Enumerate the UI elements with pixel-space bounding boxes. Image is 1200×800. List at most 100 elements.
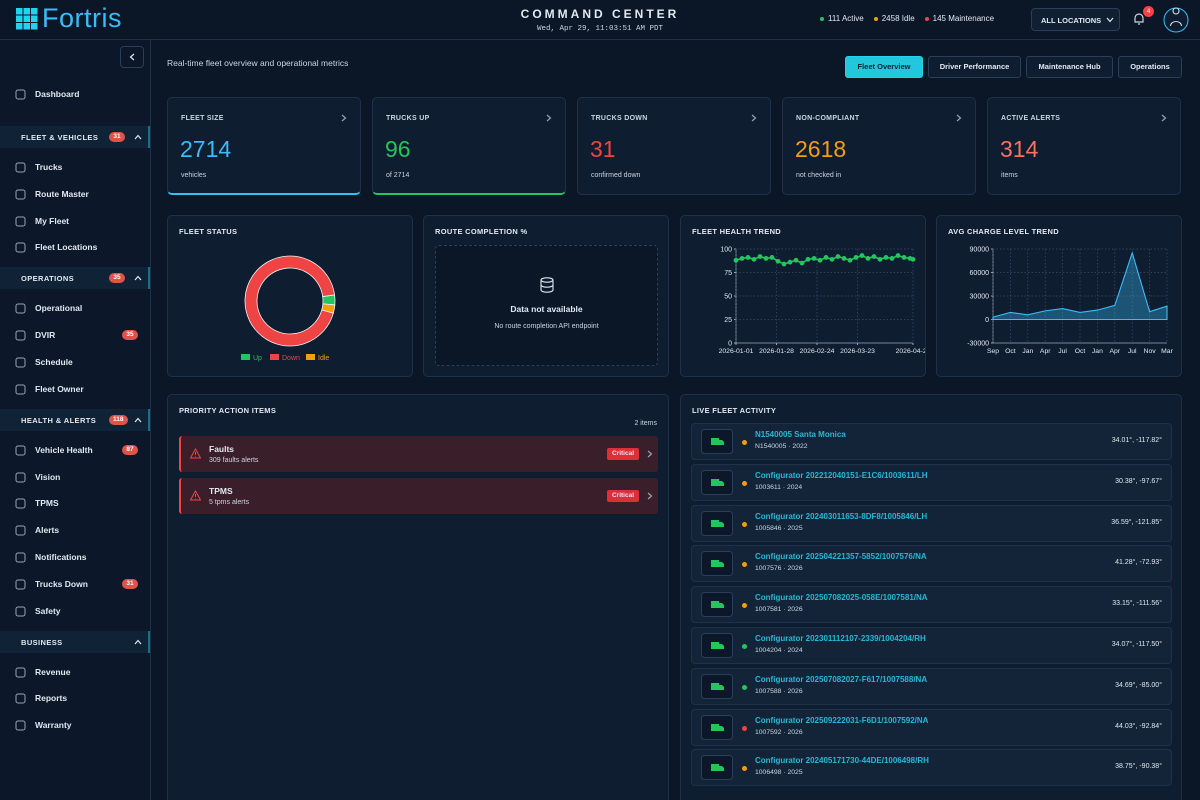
nav-item[interactable]: Trucks Down 31 <box>0 572 150 596</box>
nav-item[interactable]: Safety <box>0 599 150 623</box>
chevron-icon <box>1106 17 1114 23</box>
y-tick-label: 60000 <box>970 270 990 277</box>
kpi-card[interactable]: TRUCKS UP 96 of 2714 <box>372 97 566 195</box>
tab[interactable]: Maintenance Hub <box>1026 56 1113 78</box>
empty-state: Data not available No route completion AP… <box>435 245 658 366</box>
truck-icon <box>701 633 733 658</box>
kpi-sub: vehicles <box>181 172 207 179</box>
nav-item[interactable]: TPMS <box>0 491 150 515</box>
status-dot <box>820 16 824 21</box>
vehicle-sub: 1007592 · 2026 <box>755 728 803 736</box>
activity-row[interactable]: Configurator 202403011653-8DF8/1005846/L… <box>691 504 1172 542</box>
nav-item[interactable]: Revenue <box>0 660 150 684</box>
nav-item[interactable]: Fleet Owner <box>0 377 150 401</box>
kpi-card[interactable]: FLEET SIZE 2714 vehicles <box>167 97 361 195</box>
activity-row[interactable]: Configurator 202507082027-F617/1007588/N… <box>691 667 1172 705</box>
nav-icon-shape <box>15 693 26 704</box>
nav-item[interactable]: Fleet Locations <box>0 235 150 259</box>
chevron-icon <box>647 450 653 458</box>
chart-title: FLEET STATUS <box>179 227 238 236</box>
tab[interactable]: Fleet Overview <box>845 56 923 78</box>
location-select[interactable]: ALL LOCATIONS <box>1031 8 1120 31</box>
activity-row[interactable]: Configurator 202509222031-F6D1/1007592/N… <box>691 708 1172 746</box>
kpi-card[interactable]: ACTIVE ALERTS 314 items <box>987 97 1181 195</box>
notification-badge: 4 <box>1143 6 1154 17</box>
x-tick-label: 2026-03-23 <box>840 348 875 355</box>
activity-row[interactable]: Configurator 202504221357-5852/1007576/N… <box>691 545 1172 583</box>
chevron-icon <box>546 114 552 122</box>
activity-row[interactable]: Configurator 202507082025-058E/1007581/N… <box>691 586 1172 624</box>
chevron <box>751 114 757 122</box>
status-dot <box>742 480 747 486</box>
legend-label: Idle <box>318 355 329 362</box>
section-header[interactable]: FLEET & VEHICLES 31 <box>0 126 150 148</box>
priority-item[interactable]: TPMS 5 tpms alerts Critical <box>179 478 658 514</box>
nav-item[interactable]: Vehicle Health 87 <box>0 438 150 462</box>
point <box>781 261 787 267</box>
top-bar: Fortris COMMAND CENTER Wed, Apr 29, 11:03:… <box>0 0 1200 40</box>
activity-row[interactable]: N1540005 Santa Monica N1540005 · 2022 34.0… <box>691 423 1172 460</box>
chevron <box>341 114 347 122</box>
status-dot <box>924 16 929 21</box>
truck <box>711 438 724 445</box>
nav-item[interactable]: Alerts <box>0 518 150 542</box>
point <box>853 255 859 260</box>
nav-item[interactable]: Notifications <box>0 545 150 569</box>
section-header[interactable]: HEALTH & ALERTS 118 <box>0 408 150 431</box>
nav-item[interactable]: Vision <box>0 465 150 489</box>
priority-item[interactable]: Faults 309 faults alerts Critical <box>179 436 658 472</box>
kpi-sub: confirmed down <box>591 172 641 179</box>
nav-item[interactable]: Dashboard <box>0 82 150 106</box>
section-header[interactable]: BUSINESS <box>0 630 150 653</box>
severity-badge: Critical <box>607 490 639 502</box>
nav-icon <box>15 189 26 200</box>
nav-icon <box>15 606 26 617</box>
activity-row[interactable]: Configurator 202301112107-2339/1004204/R… <box>691 627 1172 664</box>
collapse-button[interactable] <box>120 46 144 68</box>
nav-label: Dashboard <box>35 89 80 99</box>
nav-label: Schedule <box>35 357 73 367</box>
empty-detail: No route completion API endpoint <box>494 323 599 330</box>
legend-swatch <box>306 354 315 360</box>
nav-item[interactable]: Operational <box>0 296 150 320</box>
nav-icon <box>15 303 26 314</box>
nav-item[interactable]: DVIR 35 <box>0 323 150 347</box>
truck <box>711 723 724 731</box>
point <box>910 256 916 262</box>
point <box>895 253 901 258</box>
nav-icon <box>15 89 26 100</box>
badge: 31 <box>122 578 138 589</box>
nav-item[interactable]: Reports <box>0 686 150 710</box>
point <box>817 257 823 263</box>
nav-icon-shape <box>15 552 26 563</box>
activity-row[interactable]: Configurator 202212040151-E1C6/1003611/L… <box>691 463 1172 501</box>
x-tick-label: Apr <box>1040 348 1051 355</box>
section-header[interactable]: OPERATIONS 35 <box>0 267 150 290</box>
nav-item[interactable]: Trucks <box>0 155 150 179</box>
brand: Fortris <box>42 3 122 33</box>
point <box>841 256 847 261</box>
chevron <box>1106 17 1114 23</box>
database <box>540 277 554 293</box>
kpi-card[interactable]: TRUCKS DOWN 31 confirmed down <box>577 97 771 195</box>
tab[interactable]: Operations <box>1118 56 1182 78</box>
kpi-card[interactable]: NON-COMPLIANT 2618 not checked in <box>782 97 976 195</box>
activity-row[interactable]: Configurator 202405171730-44DE/1006498/R… <box>691 749 1172 787</box>
y-tick-label: 100 <box>720 247 732 254</box>
x-tick-label: 2026-02-24 <box>800 348 835 355</box>
truck <box>711 764 724 772</box>
nav-icon <box>15 216 26 227</box>
item-detail: 5 tpms alerts <box>209 499 250 506</box>
nav-item[interactable]: Schedule <box>0 350 150 374</box>
sidebar: Dashboard FLEET & VEHICLES 31 Trucks Route M… <box>0 40 151 800</box>
nav-icon <box>15 330 26 341</box>
tab[interactable]: Driver Performance <box>928 56 1021 78</box>
truck-icon <box>701 510 733 536</box>
nav-item[interactable]: Warranty <box>0 713 150 737</box>
vehicle-sub: 1004204 · 2024 <box>755 647 803 654</box>
nav-item[interactable]: Route Master <box>0 182 150 206</box>
coordinates: 41.28°, -72.93° <box>1115 559 1162 567</box>
nav-item[interactable]: My Fleet <box>0 209 150 233</box>
y-tick-label: 0 <box>985 317 989 324</box>
